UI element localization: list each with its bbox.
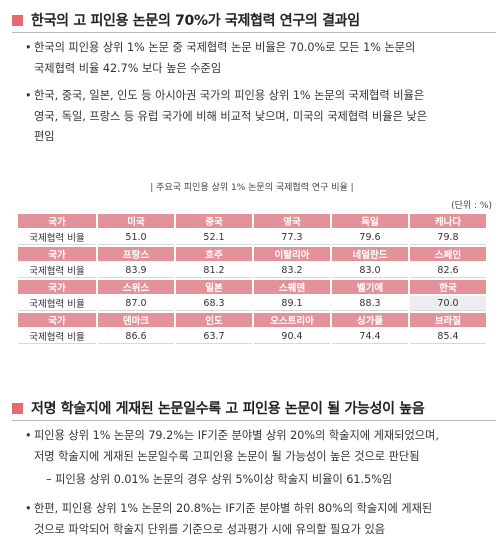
value-cell: 90.4 xyxy=(254,329,330,344)
table-unit: (단위 : %) xyxy=(451,201,492,211)
section-marker-icon xyxy=(12,402,23,414)
table-header-row: 국가 스위스 일본 스웨덴 벨기에 한국 xyxy=(18,280,486,294)
country-cell: 스페인 xyxy=(410,247,486,261)
value-cell: 79.6 xyxy=(332,230,408,245)
country-cell: 이탈리아 xyxy=(254,247,330,261)
country-cell: 호주 xyxy=(176,247,252,261)
value-cell: 83.9 xyxy=(98,263,174,278)
country-cell: 영국 xyxy=(254,214,330,228)
bullet-dot-icon: • xyxy=(25,89,32,102)
sub-note: – 피인용 상위 0.01% 논문의 경우 상위 5%이상 학술지 비율이 61… xyxy=(46,473,393,486)
value-cell: 63.7 xyxy=(176,329,252,344)
country-cell: 스위스 xyxy=(98,280,174,294)
table-value-row: 국제협력 비율 87.0 68.3 89.1 88.3 70.0 xyxy=(18,296,486,311)
value-cell: 87.0 xyxy=(98,296,174,311)
collaboration-rate-table: 국가 미국 중국 영국 독일 캐나다 국제협력 비율 51.0 52.1 77.… xyxy=(16,212,488,346)
section-title: 저명 학술지에 게재된 논문일수록 고 피인용 논문이 될 가능성이 높음 xyxy=(31,401,425,417)
country-cell: 싱가폴 xyxy=(332,313,408,327)
value-cell: 77.3 xyxy=(254,230,330,245)
table-caption: | 주요국 피인용 상위 1% 논문의 국제협력 연구 비율 | xyxy=(150,183,354,193)
bullet-dot-icon: • xyxy=(25,41,32,54)
value-cell: 74.4 xyxy=(332,329,408,344)
section-heading-1: 한국의 고 피인용 논문의 70%가 국제협력 연구의 결과임 xyxy=(12,10,496,30)
value-label: 국제협력 비율 xyxy=(18,296,96,311)
country-cell: 캐나다 xyxy=(410,214,486,228)
country-cell: 프랑스 xyxy=(98,247,174,261)
country-cell: 스웨덴 xyxy=(254,280,330,294)
country-cell: 미국 xyxy=(98,214,174,228)
value-cell: 89.1 xyxy=(254,296,330,311)
country-cell: 오스트리아 xyxy=(254,313,330,327)
header-label: 국가 xyxy=(18,214,96,228)
table-value-row: 국제협력 비율 83.9 81.2 83.2 83.0 82.6 xyxy=(18,263,486,278)
country-cell: 덴마크 xyxy=(98,313,174,327)
value-label: 국제협력 비율 xyxy=(18,230,96,245)
value-cell: 83.2 xyxy=(254,263,330,278)
header-label: 국가 xyxy=(18,313,96,327)
value-cell-highlight: 70.0 xyxy=(410,296,486,311)
country-cell: 네덜란드 xyxy=(332,247,408,261)
country-cell: 중국 xyxy=(176,214,252,228)
bullet-paragraph: • 한편, 피인용 상위 1% 논문의 20.8%는 IF기준 분야별 하위 8… xyxy=(25,499,486,540)
section-divider xyxy=(12,420,496,421)
table-value-row: 국제협력 비율 86.6 63.7 90.4 74.4 85.4 xyxy=(18,329,486,344)
value-cell: 81.2 xyxy=(176,263,252,278)
country-cell: 일본 xyxy=(176,280,252,294)
header-label: 국가 xyxy=(18,247,96,261)
country-cell: 한국 xyxy=(410,280,486,294)
bullet-paragraph: • 한국의 피인용 상위 1% 논문 중 국제협력 논문 비율은 70.0%로 … xyxy=(25,38,486,79)
value-label: 국제협력 비율 xyxy=(18,263,96,278)
table-header-row: 국가 프랑스 호주 이탈리아 네덜란드 스페인 xyxy=(18,247,486,261)
country-cell: 브라질 xyxy=(410,313,486,327)
section-marker-icon xyxy=(12,14,23,26)
value-cell: 86.6 xyxy=(98,329,174,344)
section-title: 한국의 고 피인용 논문의 70%가 국제협력 연구의 결과임 xyxy=(31,13,360,29)
value-cell: 51.0 xyxy=(98,230,174,245)
value-cell: 88.3 xyxy=(332,296,408,311)
table-header-row: 국가 미국 중국 영국 독일 캐나다 xyxy=(18,214,486,228)
header-label: 국가 xyxy=(18,280,96,294)
value-cell: 79.8 xyxy=(410,230,486,245)
value-cell: 52.1 xyxy=(176,230,252,245)
country-cell: 인도 xyxy=(176,313,252,327)
section-divider xyxy=(12,32,496,33)
bullet-dot-icon: • xyxy=(25,502,32,515)
country-cell: 벨기에 xyxy=(332,280,408,294)
section-heading-2: 저명 학술지에 게재된 논문일수록 고 피인용 논문이 될 가능성이 높음 xyxy=(12,398,496,418)
value-cell: 82.6 xyxy=(410,263,486,278)
table-value-row: 국제협력 비율 51.0 52.1 77.3 79.6 79.8 xyxy=(18,230,486,245)
bullet-paragraph: • 한국, 중국, 일본, 인도 등 아시아권 국가의 피인용 상위 1% 논문… xyxy=(25,86,486,148)
bullet-paragraph: • 피인용 상위 1% 논문의 79.2%는 IF기준 분야별 상위 20%의 … xyxy=(25,426,486,467)
value-cell: 85.4 xyxy=(410,329,486,344)
table-header-row: 국가 덴마크 인도 오스트리아 싱가폴 브라질 xyxy=(18,313,486,327)
country-cell: 독일 xyxy=(332,214,408,228)
value-cell: 83.0 xyxy=(332,263,408,278)
bullet-dot-icon: • xyxy=(25,429,32,442)
value-cell: 68.3 xyxy=(176,296,252,311)
value-label: 국제협력 비율 xyxy=(18,329,96,344)
